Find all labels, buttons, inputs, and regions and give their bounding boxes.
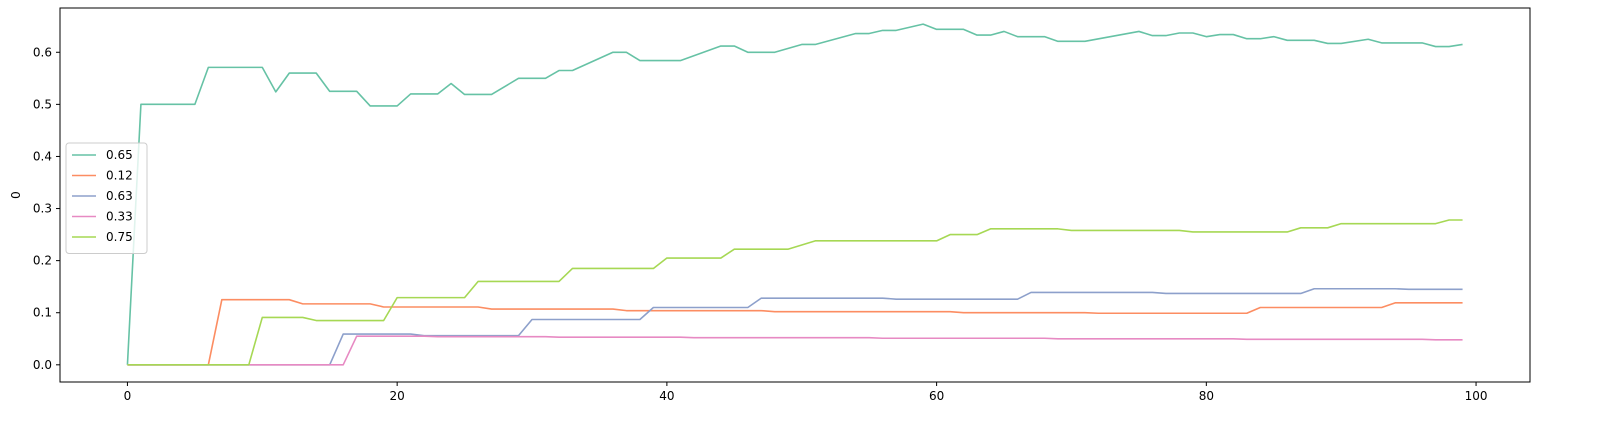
x-tick-label: 0 (124, 389, 132, 403)
series-line-1 (126, 23, 1463, 365)
series-line-2 (127, 298, 1463, 366)
series-line-3 (127, 287, 1463, 366)
y-tick-label: 0.3 (33, 202, 52, 216)
x-tick-label: 80 (1199, 389, 1214, 403)
legend-label: 0.12 (106, 169, 133, 183)
y-tick-label: 0.2 (33, 254, 52, 268)
y-tick-label: 0.4 (33, 149, 52, 163)
y-tick-label: 0.1 (33, 306, 52, 320)
y-tick-label: 0.6 (33, 45, 52, 59)
series-line-5 (127, 219, 1463, 366)
legend-label: 0.65 (106, 148, 133, 162)
y-axis: 0.0 0.1 0.2 0.3 0.4 0.5 0.6 (33, 45, 60, 372)
y-axis-label: 0 (9, 191, 23, 199)
y-tick-label: 0.5 (33, 97, 52, 111)
legend: 0.65 0.12 0.63 0.33 0.75 (65, 142, 148, 254)
plot-frame (59, 7, 1531, 383)
legend-label: 0.63 (106, 189, 133, 203)
legend-box (65, 142, 148, 254)
legend-label: 0.75 (106, 230, 133, 244)
plot-lines (126, 23, 1463, 366)
legend-label: 0.33 (106, 210, 133, 224)
y-tick-label: 0.0 (33, 358, 52, 372)
x-tick-label: 60 (929, 389, 944, 403)
x-tick-label: 20 (390, 389, 405, 403)
series-line-4 (127, 335, 1463, 366)
x-tick-label: 40 (659, 389, 674, 403)
x-tick-label: 100 (1465, 389, 1488, 403)
x-axis: 0 20 40 60 80 100 (124, 382, 1488, 403)
